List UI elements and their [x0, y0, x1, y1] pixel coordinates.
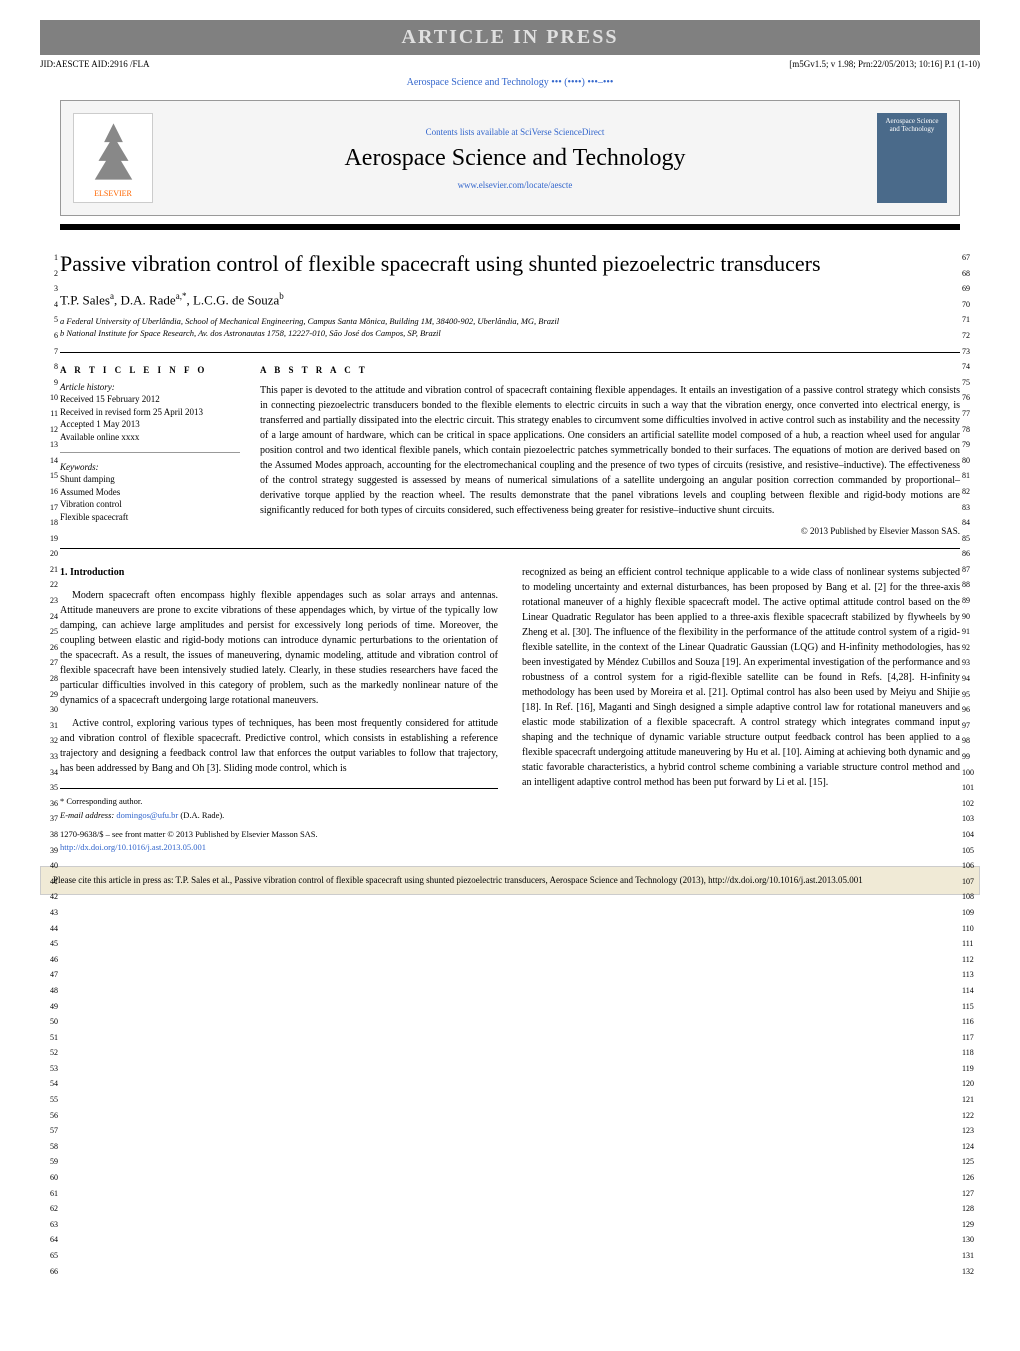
- keyword-4: Flexible spacecraft: [60, 511, 240, 524]
- keyword-2: Assumed Modes: [60, 486, 240, 499]
- keywords-label: Keywords:: [60, 462, 99, 472]
- elsevier-tree-icon: [76, 114, 151, 189]
- contents-available-line: Contents lists available at SciVerse Sci…: [153, 127, 877, 137]
- sciverse-link[interactable]: SciVerse ScienceDirect: [520, 127, 604, 137]
- section-1-heading: 1. Introduction: [60, 565, 498, 580]
- article-history: Article history: Received 15 February 20…: [60, 381, 240, 453]
- body-columns: 1. Introduction Modern spacecraft often …: [60, 565, 960, 854]
- jid-right: [m5Gv1.5; v 1.98; Prn:22/05/2013; 10:16]…: [789, 59, 980, 69]
- corresponding-author: * Corresponding author.: [60, 795, 498, 808]
- affiliation-a: a Federal University of Uberlândia, Scho…: [60, 316, 960, 328]
- journal-citation-top[interactable]: Aerospace Science and Technology ••• (••…: [0, 73, 1020, 92]
- author-2: D.A. Rade: [120, 292, 175, 307]
- keyword-3: Vibration control: [60, 498, 240, 511]
- email-label: E-mail address:: [60, 810, 116, 820]
- keyword-1: Shunt damping: [60, 473, 240, 486]
- journal-header: ELSEVIER Contents lists available at Sci…: [60, 100, 960, 216]
- history-received: Received 15 February 2012: [60, 393, 240, 406]
- line-numbers-left: 1234567891011121314151617181920212223242…: [40, 250, 58, 1279]
- front-matter: 1270-9638/$ – see front matter © 2013 Pu…: [60, 828, 498, 841]
- cite-box: Please cite this article in press as: T.…: [40, 866, 980, 896]
- elsevier-logo[interactable]: ELSEVIER: [73, 113, 153, 203]
- author-1-affil: a: [110, 291, 114, 301]
- article-title: Passive vibration control of flexible sp…: [60, 250, 960, 279]
- doi-link[interactable]: http://dx.doi.org/10.1016/j.ast.2013.05.…: [60, 841, 498, 854]
- col2-para-1: recognized as being an efficient control…: [522, 565, 960, 790]
- col1-para-2: Active control, exploring various types …: [60, 716, 498, 776]
- jid-line: JID:AESCTE AID:2916 /FLA [m5Gv1.5; v 1.9…: [0, 55, 1020, 73]
- journal-name: Aerospace Science and Technology: [153, 145, 877, 172]
- authors-line: T.P. Salesa, D.A. Radea,*, L.C.G. de Sou…: [60, 291, 960, 308]
- author-2-affil: a,*: [176, 291, 187, 301]
- abstract-block: A R T I C L E I N F O Article history: R…: [60, 352, 960, 549]
- col1-para-1: Modern spacecraft often encompass highly…: [60, 588, 498, 708]
- history-accepted: Accepted 1 May 2013: [60, 418, 240, 431]
- article-info-column: A R T I C L E I N F O Article history: R…: [60, 365, 260, 536]
- abstract-text: This paper is devoted to the attitude an…: [260, 383, 960, 518]
- keywords-block: Keywords: Shunt damping Assumed Modes Vi…: [60, 461, 240, 524]
- abstract-column: A B S T R A C T This paper is devoted to…: [260, 365, 960, 536]
- email-line: E-mail address: domingos@ufu.br (D.A. Ra…: [60, 809, 498, 822]
- author-1: T.P. Sales: [60, 292, 110, 307]
- affiliation-b: b National Institute for Space Research,…: [60, 328, 960, 340]
- line-numbers-right: 6768697071727374757677787980818283848586…: [962, 250, 980, 1279]
- history-label: Article history:: [60, 382, 115, 392]
- header-rule: [60, 224, 960, 230]
- abstract-heading: A B S T R A C T: [260, 365, 960, 375]
- in-press-banner: ARTICLE IN PRESS: [40, 20, 980, 55]
- affiliations: a Federal University of Uberlândia, Scho…: [60, 316, 960, 340]
- header-center: Contents lists available at SciVerse Sci…: [153, 127, 877, 190]
- article-info-heading: A R T I C L E I N F O: [60, 365, 240, 375]
- contents-text: Contents lists available at: [426, 127, 520, 137]
- author-3-affil: b: [279, 291, 284, 301]
- journal-url[interactable]: www.elsevier.com/locate/aescte: [153, 180, 877, 190]
- column-right: recognized as being an efficient control…: [522, 565, 960, 854]
- author-3: L.C.G. de Souza: [193, 292, 279, 307]
- history-revised: Received in revised form 25 April 2013: [60, 406, 240, 419]
- elsevier-text: ELSEVIER: [94, 189, 132, 198]
- footnote-block: * Corresponding author. E-mail address: …: [60, 788, 498, 823]
- jid-left: JID:AESCTE AID:2916 /FLA: [40, 59, 150, 69]
- column-left: 1. Introduction Modern spacecraft often …: [60, 565, 498, 854]
- content-wrap: 1234567891011121314151617181920212223242…: [0, 250, 1020, 854]
- history-online: Available online xxxx: [60, 431, 240, 444]
- email-link[interactable]: domingos@ufu.br: [116, 810, 178, 820]
- abstract-copyright: © 2013 Published by Elsevier Masson SAS.: [260, 526, 960, 536]
- email-author: (D.A. Rade).: [178, 810, 224, 820]
- journal-cover-thumb[interactable]: Aerospace Science and Technology: [877, 113, 947, 203]
